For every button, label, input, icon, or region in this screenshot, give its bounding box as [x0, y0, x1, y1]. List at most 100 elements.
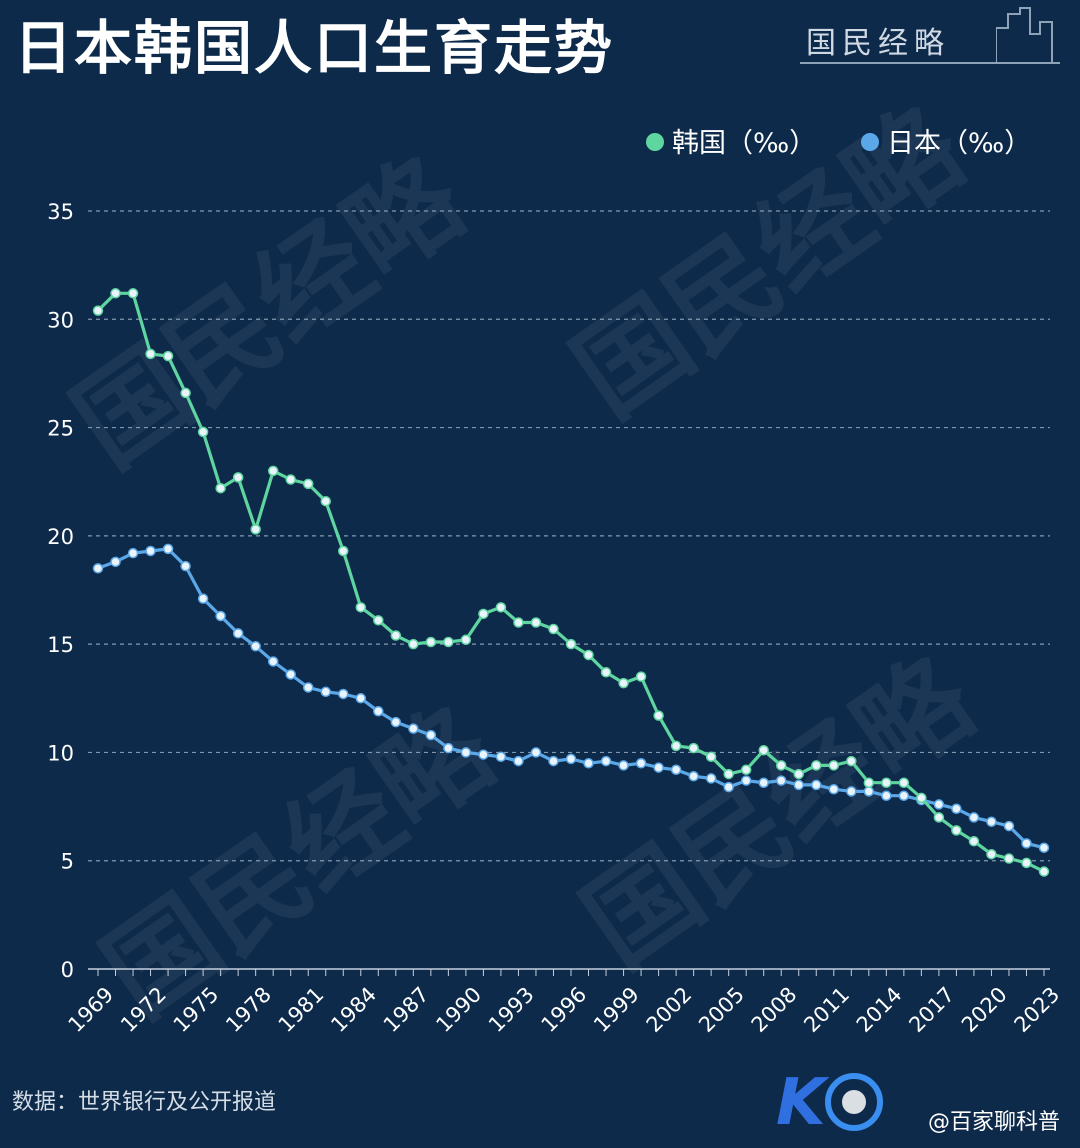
data-point — [548, 623, 559, 635]
data-point — [232, 628, 244, 639]
data-point — [898, 790, 910, 801]
x-tick-label: 2023 — [1010, 982, 1065, 1037]
data-point — [986, 816, 997, 827]
data-point — [600, 667, 612, 678]
data-point — [180, 560, 191, 572]
data-point — [775, 775, 787, 786]
data-point — [320, 686, 331, 698]
y-tick-label: 0 — [61, 958, 74, 982]
legend: 韩国（‰） 日本（‰） — [646, 128, 1031, 159]
data-point — [670, 764, 682, 776]
brand-logo: 国民经略 — [800, 4, 1070, 66]
y-tick-label: 15 — [47, 633, 74, 657]
data-point — [425, 729, 437, 741]
x-tick-label: 2002 — [642, 982, 697, 1037]
data-point — [92, 305, 104, 316]
corner-handle: @百家聊科普 — [927, 1110, 1060, 1135]
data-point — [145, 545, 156, 557]
data-point — [863, 777, 875, 788]
data-point — [723, 781, 734, 793]
data-point — [460, 634, 472, 646]
y-tick-label: 30 — [47, 308, 74, 332]
data-point — [373, 615, 384, 626]
data-point — [250, 524, 261, 535]
series-korea — [92, 288, 1050, 877]
data-point — [338, 545, 349, 557]
data-point — [92, 563, 104, 574]
data-point — [232, 472, 244, 483]
data-point — [968, 812, 980, 823]
data-point — [162, 543, 174, 555]
data-point — [723, 768, 734, 780]
x-tick-label: 1984 — [326, 982, 381, 1037]
brand-underline — [800, 62, 1060, 64]
data-point — [846, 786, 857, 797]
data-point — [618, 760, 629, 771]
y-tick-label: 5 — [61, 850, 74, 874]
data-point — [758, 745, 769, 756]
x-tick-label: 1990 — [431, 982, 486, 1037]
legend-label: 日本（‰） — [887, 128, 1031, 159]
data-point — [530, 747, 542, 758]
data-point — [1003, 853, 1015, 864]
data-point — [898, 777, 910, 788]
data-point — [740, 764, 752, 776]
series-japan — [92, 543, 1050, 853]
data-point — [285, 669, 296, 680]
data-point — [373, 706, 384, 717]
data-point — [1038, 866, 1050, 877]
data-point — [635, 758, 647, 769]
data-point — [881, 790, 892, 801]
data-point — [653, 762, 664, 773]
data-point — [670, 740, 682, 752]
data-point — [1021, 857, 1032, 869]
data-point — [443, 742, 454, 754]
x-tick-label: 1969 — [64, 982, 119, 1037]
brand-text: 国民经略 — [806, 26, 950, 61]
y-axis: 0 5 10 15 20 25 30 35 — [47, 200, 74, 982]
series-lines — [92, 288, 1050, 877]
y-tick-label: 10 — [47, 741, 74, 765]
data-point — [162, 350, 174, 362]
data-point — [495, 602, 507, 613]
data-point — [688, 742, 699, 754]
data-point — [460, 747, 472, 758]
data-point — [513, 755, 524, 767]
data-point — [600, 755, 612, 767]
data-point — [1021, 838, 1032, 849]
data-point — [811, 760, 822, 771]
data-point — [127, 547, 139, 559]
x-tick-label: 2011 — [799, 982, 854, 1037]
data-point — [793, 779, 804, 791]
x-tick-label: 2020 — [957, 982, 1012, 1037]
data-point — [933, 812, 945, 823]
watermark-text: 国民经略 — [81, 682, 517, 1041]
data-point — [933, 799, 945, 810]
x-tick-label: 2017 — [904, 982, 959, 1037]
data-point — [302, 682, 314, 693]
data-point — [986, 848, 997, 860]
data-point — [881, 777, 892, 788]
data-point — [145, 348, 156, 360]
data-point — [215, 610, 226, 622]
data-point — [740, 775, 752, 786]
data-point — [425, 636, 437, 648]
data-point — [583, 758, 594, 769]
y-tick-label: 20 — [47, 525, 74, 549]
data-point — [478, 749, 489, 760]
data-point — [478, 608, 489, 620]
data-point — [951, 803, 962, 814]
data-point — [197, 426, 209, 438]
source-note: 数据：世界银行及公开报道 — [12, 1090, 277, 1115]
x-tick-label: 1987 — [379, 982, 434, 1037]
data-point — [828, 783, 840, 795]
data-point — [285, 474, 296, 485]
data-point — [513, 617, 524, 628]
x-tick-label: 2008 — [747, 982, 802, 1037]
logo-icon: K — [776, 1066, 883, 1140]
data-point — [355, 602, 367, 613]
data-point — [548, 755, 559, 767]
data-point — [828, 760, 840, 771]
data-point — [565, 638, 577, 650]
x-tick-label: 1981 — [274, 982, 329, 1037]
